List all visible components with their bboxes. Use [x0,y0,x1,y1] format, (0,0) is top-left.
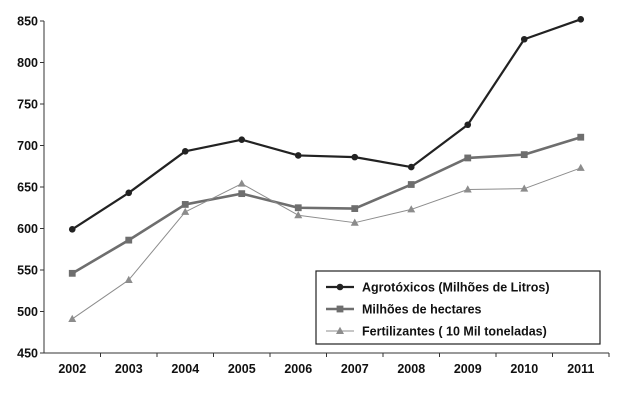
data-point [407,205,416,213]
legend-swatch-marker [336,305,344,313]
data-point [125,236,133,244]
chart-series [68,16,585,322]
data-point [68,269,76,277]
legend-item: Agrotóxicos (Milhões de Litros) [326,281,550,295]
data-point [238,136,246,143]
series-square [68,133,585,277]
legend-swatch-marker [336,283,344,291]
data-point [351,205,359,212]
data-point [294,152,302,159]
x-tick-label: 2006 [284,362,312,376]
data-point [577,16,585,23]
x-tick-label: 2003 [115,362,143,376]
data-point [181,201,189,208]
x-tick-label: 2002 [58,362,86,376]
x-tick-label: 2009 [454,362,482,376]
x-tick-label: 2011 [567,362,594,376]
data-point [237,179,246,187]
data-point [294,204,302,212]
data-point [520,35,528,43]
data-point [350,218,359,226]
data-point [68,314,77,322]
data-point [576,163,585,171]
x-tick-label: 2005 [228,362,256,376]
x-tick-label: 2007 [341,362,369,376]
legend-label: Agrotóxicos (Milhões de Litros) [362,281,550,295]
x-tick-label: 2008 [397,362,425,376]
data-point [407,163,415,171]
y-tick-label: 600 [17,222,38,236]
data-point [351,153,359,161]
y-tick-label: 750 [17,98,38,112]
legend-item: Milhões de hectares [326,303,482,317]
legend-item: Fertilizantes ( 10 Mil toneladas) [326,325,547,339]
data-point [520,151,528,159]
data-point [238,190,246,198]
series-triangle [68,163,585,322]
chart-legend: Agrotóxicos (Milhões de Litros) Milhões d… [315,270,601,345]
y-tick-label: 450 [17,347,38,361]
data-point [181,148,189,155]
data-point [294,211,303,219]
data-point [125,189,133,197]
legend-label: Milhões de hectares [362,303,482,317]
y-tick-label: 850 [17,15,38,29]
y-tick-label: 550 [17,264,38,278]
legend-label: Fertilizantes ( 10 Mil toneladas) [362,325,547,339]
series-circle [68,16,585,233]
x-tick-label: 2010 [510,362,538,376]
y-tick-label: 650 [17,181,38,195]
series-line [71,167,581,320]
y-tick-label: 700 [17,139,38,153]
data-point [181,207,190,215]
data-point [463,185,472,193]
series-line [71,135,582,275]
data-point [68,226,76,233]
data-point [407,181,415,188]
series-line [71,18,582,231]
x-tick-label: 2004 [171,362,199,376]
y-tick-label: 500 [17,305,38,319]
data-point [520,184,529,192]
legend-swatch-marker [336,326,344,334]
data-point [464,154,472,162]
legend-box [315,270,601,345]
y-tick-label: 800 [17,56,38,70]
data-point [577,133,585,141]
chart-axes: 450 500 550 600 650 700 750 800 850 2002 2003 2004 2… [17,15,610,376]
data-point [464,121,472,129]
data-point [124,275,133,283]
